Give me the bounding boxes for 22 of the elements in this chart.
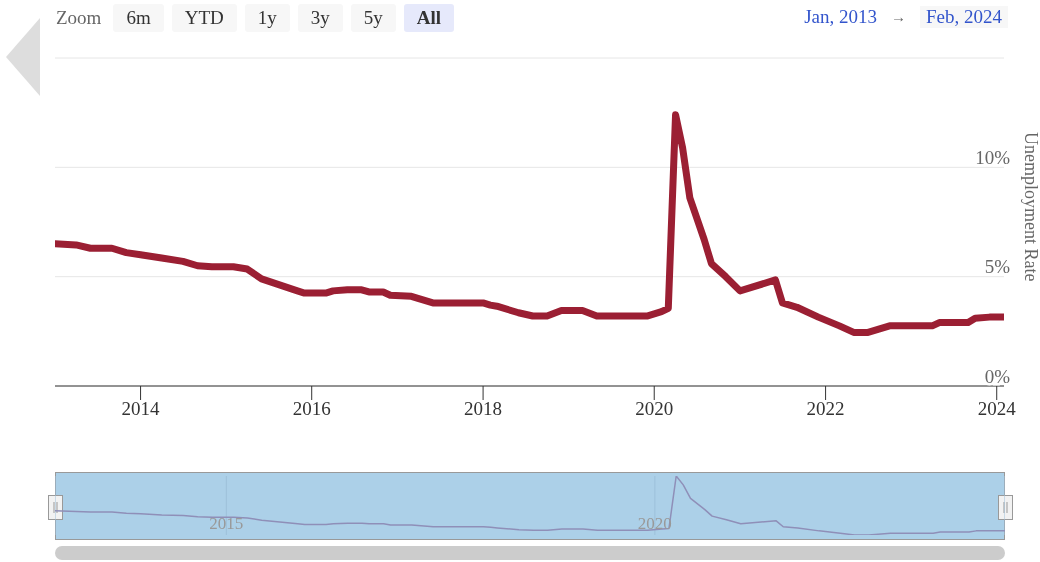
text: 1y bbox=[244, 4, 290, 32]
x-tick-label: 2022 bbox=[806, 398, 845, 420]
text: YTD bbox=[171, 4, 237, 32]
y-tick-label: 5% bbox=[984, 256, 1011, 278]
text: Feb, 2024 bbox=[920, 6, 1008, 28]
text: → bbox=[891, 8, 906, 26]
x-tick-label: 2016 bbox=[292, 398, 331, 420]
x-tick-label: 2015 bbox=[209, 514, 244, 534]
text: 6m bbox=[113, 4, 164, 32]
x-tick-label: 2020 bbox=[635, 398, 674, 420]
x-tick-label: 2014 bbox=[121, 398, 161, 420]
text: Jan, 2013 bbox=[804, 6, 877, 28]
y-tick-label: 0% bbox=[984, 365, 1011, 387]
text: All bbox=[403, 4, 455, 32]
text: 3y bbox=[297, 4, 343, 32]
x-tick-label: 2020 bbox=[637, 514, 672, 534]
x-tick-label: 2018 bbox=[464, 398, 503, 420]
text: 5y bbox=[350, 4, 396, 32]
x-tick-label: 2024 bbox=[977, 398, 1017, 420]
y-axis-title: Unemployment Rate bbox=[1020, 132, 1040, 282]
text: Zoom bbox=[56, 7, 102, 29]
y-tick-label: 10% bbox=[975, 146, 1011, 168]
